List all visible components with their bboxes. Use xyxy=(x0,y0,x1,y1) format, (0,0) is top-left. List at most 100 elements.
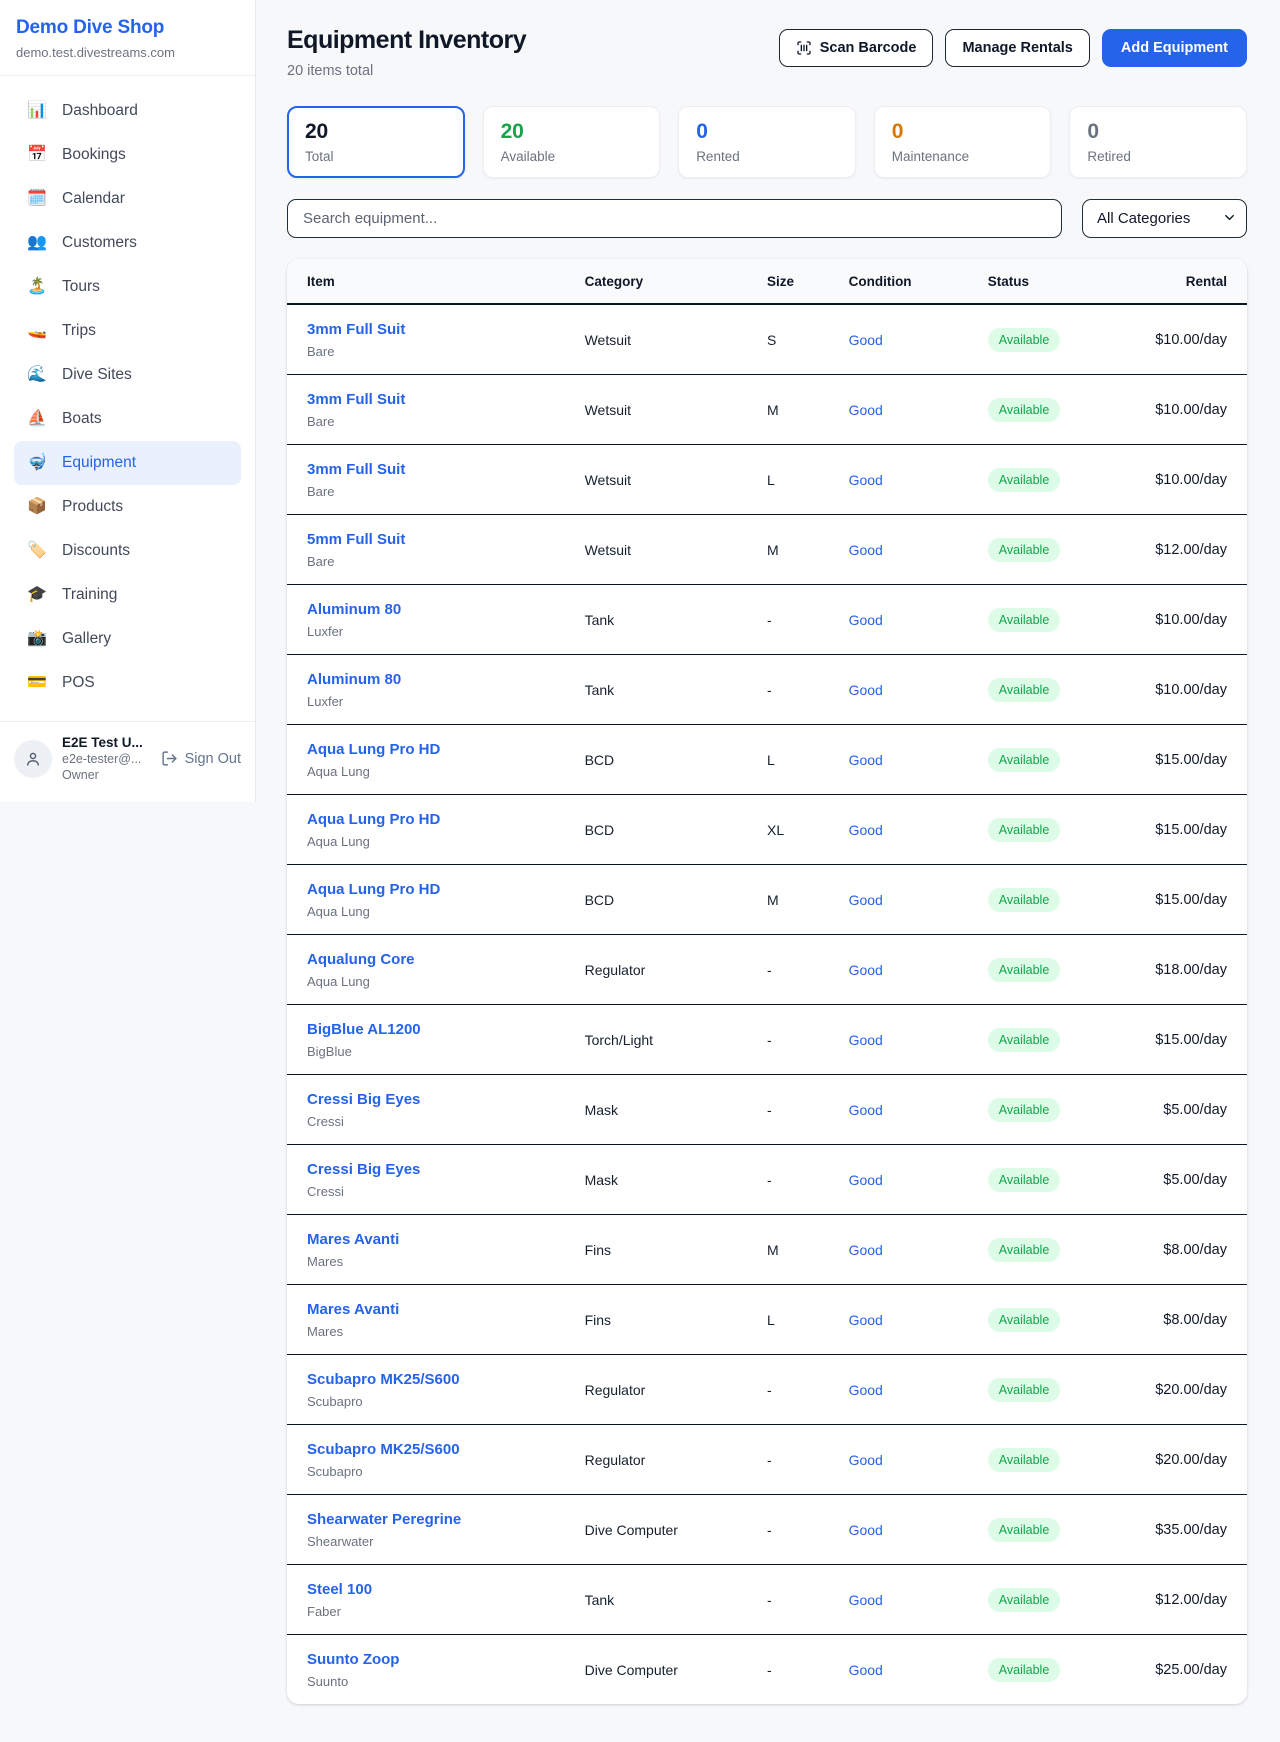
sidebar-item-equipment[interactable]: 🤿 Equipment xyxy=(14,441,241,485)
item-link[interactable]: Suunto Zoop xyxy=(307,1651,400,1668)
item-link[interactable]: Steel 100 xyxy=(307,1581,373,1598)
sidebar-item-label: Tours xyxy=(62,278,100,295)
stat-card-retired[interactable]: 0 Retired xyxy=(1069,106,1247,178)
rental-rate: $25.00/day xyxy=(1155,1661,1227,1678)
item-link[interactable]: Cressi Big Eyes xyxy=(307,1091,421,1108)
item-link[interactable]: Aluminum 80 xyxy=(307,601,402,618)
item-link[interactable]: 5mm Full Suit xyxy=(307,531,406,548)
condition-link[interactable]: Good xyxy=(848,1031,883,1048)
condition-link[interactable]: Good xyxy=(848,541,883,558)
item-brand: Aqua Lung xyxy=(307,764,370,779)
item-link[interactable]: Cressi Big Eyes xyxy=(307,1161,421,1178)
category-select[interactable]: All Categories xyxy=(1082,199,1247,238)
condition-link[interactable]: Good xyxy=(848,1591,883,1608)
status-badge: Available xyxy=(987,467,1061,492)
manage-rentals-button[interactable]: Manage Rentals xyxy=(945,29,1090,67)
stat-card-rented[interactable]: 0 Rented xyxy=(678,106,856,178)
sidebar-item-tours[interactable]: 🏝️ Tours xyxy=(14,265,241,309)
sidebar-item-label: Gallery xyxy=(62,630,112,647)
discounts-icon: 🏷️ xyxy=(27,542,47,559)
sidebar-item-pos[interactable]: 💳 POS xyxy=(14,661,241,705)
condition-link[interactable]: Good xyxy=(848,1661,883,1678)
avatar xyxy=(14,739,52,778)
item-link[interactable]: Shearwater Peregrine xyxy=(307,1511,462,1528)
status-badge: Available xyxy=(987,747,1061,772)
condition-link[interactable]: Good xyxy=(848,1241,883,1258)
item-category: Fins xyxy=(584,1284,767,1355)
condition-link[interactable]: Good xyxy=(848,891,883,908)
condition-link[interactable]: Good xyxy=(848,1381,883,1398)
table-row: Aluminum 80 Luxfer Tank - Good Available $10.0… xyxy=(287,654,1247,725)
condition-link[interactable]: Good xyxy=(848,821,883,838)
item-size: - xyxy=(766,584,849,655)
condition-link[interactable]: Good xyxy=(848,961,883,978)
stat-label: Rented xyxy=(696,149,740,164)
logout-icon xyxy=(161,750,178,767)
item-link[interactable]: Aqua Lung Pro HD xyxy=(307,881,441,898)
sidebar-item-gallery[interactable]: 📸 Gallery xyxy=(14,617,241,661)
item-link[interactable]: 3mm Full Suit xyxy=(307,321,406,338)
sidebar-item-products[interactable]: 📦 Products xyxy=(14,485,241,529)
table-row: BigBlue AL1200 BigBlue Torch/Light - Good Ava… xyxy=(287,1004,1247,1075)
sidebar-item-training[interactable]: 🎓 Training xyxy=(14,573,241,617)
condition-link[interactable]: Good xyxy=(848,681,883,698)
item-link[interactable]: 3mm Full Suit xyxy=(307,461,406,478)
condition-link[interactable]: Good xyxy=(848,401,883,418)
sidebar-item-bookings[interactable]: 📅 Bookings xyxy=(14,133,241,177)
item-link[interactable]: Aqua Lung Pro HD xyxy=(307,741,441,758)
dive-sites-icon: 🌊 xyxy=(27,366,47,383)
page-header: Equipment Inventory 20 items total Scan … xyxy=(287,26,1247,79)
scan-barcode-button[interactable]: Scan Barcode xyxy=(778,29,934,67)
category-select-wrap: All Categories xyxy=(1082,199,1247,238)
status-badge: Available xyxy=(987,1447,1061,1472)
item-link[interactable]: Scubapro MK25/S600 xyxy=(307,1371,460,1388)
add-equipment-button[interactable]: Add Equipment xyxy=(1101,29,1247,67)
rental-rate: $8.00/day xyxy=(1122,1284,1247,1355)
item-category: Fins xyxy=(584,1214,767,1285)
item-category: Regulator xyxy=(584,1424,767,1495)
rental-rate: $10.00/day xyxy=(1122,584,1247,655)
item-link[interactable]: Aqua Lung Pro HD xyxy=(307,811,441,828)
item-brand: Cressi xyxy=(307,1184,344,1199)
item-category: Regulator xyxy=(584,934,767,1005)
stat-card-maintenance[interactable]: 0 Maintenance xyxy=(873,106,1052,178)
item-brand: Shearwater xyxy=(307,1534,374,1549)
item-link[interactable]: Aluminum 80 xyxy=(307,671,402,688)
sign-out-button[interactable]: Sign Out xyxy=(161,750,241,767)
stat-card-total[interactable]: 20 Total xyxy=(287,106,465,178)
item-link[interactable]: Scubapro MK25/S600 xyxy=(307,1441,460,1458)
sidebar-item-calendar[interactable]: 🗓️ Calendar xyxy=(14,177,241,221)
item-link[interactable]: Aqualung Core xyxy=(307,951,415,968)
item-size: - xyxy=(766,934,849,1005)
rental-rate: $10.00/day xyxy=(1122,304,1247,375)
condition-link[interactable]: Good xyxy=(848,1171,883,1188)
condition-link[interactable]: Good xyxy=(848,471,883,488)
condition-link[interactable]: Good xyxy=(848,331,883,348)
condition-link[interactable]: Good xyxy=(848,1451,883,1468)
condition-link[interactable]: Good xyxy=(848,1521,883,1538)
stat-card-available[interactable]: 20 Available xyxy=(482,106,661,178)
item-link[interactable]: 3mm Full Suit xyxy=(307,391,406,408)
sidebar-item-trips[interactable]: 🚤 Trips xyxy=(14,309,241,353)
equipment-table: Item Category Size Condition Status Rental 3m… xyxy=(287,259,1247,1704)
condition-link[interactable]: Good xyxy=(848,751,883,768)
condition-link[interactable]: Good xyxy=(848,1101,883,1118)
rental-rate: $15.00/day xyxy=(1122,1004,1247,1075)
condition-link[interactable]: Good xyxy=(848,611,883,628)
sidebar-item-discounts[interactable]: 🏷️ Discounts xyxy=(14,529,241,573)
rental-rate: $12.00/day xyxy=(1122,1564,1247,1635)
app-title[interactable]: Demo Dive Shop xyxy=(16,17,165,38)
condition-link[interactable]: Good xyxy=(848,1311,883,1328)
item-category: Tank xyxy=(584,654,767,725)
sidebar-item-dashboard[interactable]: 📊 Dashboard xyxy=(14,89,241,133)
item-link[interactable]: Mares Avanti xyxy=(307,1231,400,1248)
stat-label: Maintenance xyxy=(891,149,970,164)
table-row: Aqualung Core Aqua Lung Regulator - Good Avai… xyxy=(287,934,1247,1005)
sidebar-item-boats[interactable]: ⛵ Boats xyxy=(14,397,241,441)
item-link[interactable]: Mares Avanti xyxy=(307,1301,400,1318)
item-link[interactable]: BigBlue AL1200 xyxy=(307,1021,421,1038)
search-input[interactable] xyxy=(287,199,1062,238)
sidebar-item-customers[interactable]: 👥 Customers xyxy=(14,221,241,265)
sidebar-item-dive-sites[interactable]: 🌊 Dive Sites xyxy=(14,353,241,397)
